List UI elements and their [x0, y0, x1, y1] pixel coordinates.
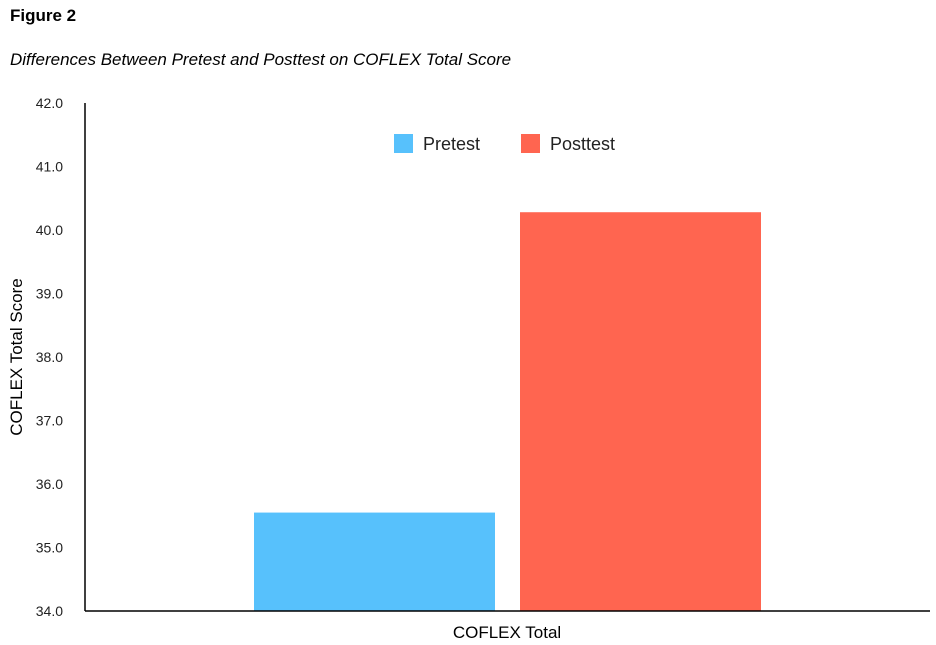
legend: Pretest Posttest	[394, 134, 615, 154]
legend-swatch-pretest	[394, 134, 413, 153]
bars	[254, 212, 761, 611]
y-tick-label: 37.0	[36, 413, 63, 429]
y-tick-label: 34.0	[36, 603, 63, 619]
y-tick-label: 40.0	[36, 222, 63, 238]
y-tick-label: 38.0	[36, 349, 63, 365]
legend-label-posttest: Posttest	[550, 134, 615, 154]
bar-pretest	[254, 512, 495, 611]
y-tick-label: 39.0	[36, 286, 63, 302]
legend-swatch-posttest	[521, 134, 540, 153]
y-tick-label: 35.0	[36, 540, 63, 556]
figure-title: Differences Between Pretest and Posttest…	[10, 50, 512, 69]
y-axis-title: COFLEX Total Score	[7, 278, 26, 435]
legend-label-pretest: Pretest	[423, 134, 480, 154]
y-tick-label: 36.0	[36, 476, 63, 492]
y-tick-label: 41.0	[36, 159, 63, 175]
figure-label: Figure 2	[10, 6, 77, 25]
bar-posttest	[520, 212, 761, 611]
y-tick-label: 42.0	[36, 95, 63, 111]
y-axis-ticks: 34.0 35.0 36.0 37.0 38.0 39.0 40.0 41.0 42.0	[36, 95, 63, 619]
x-axis-title: COFLEX Total	[453, 623, 561, 642]
